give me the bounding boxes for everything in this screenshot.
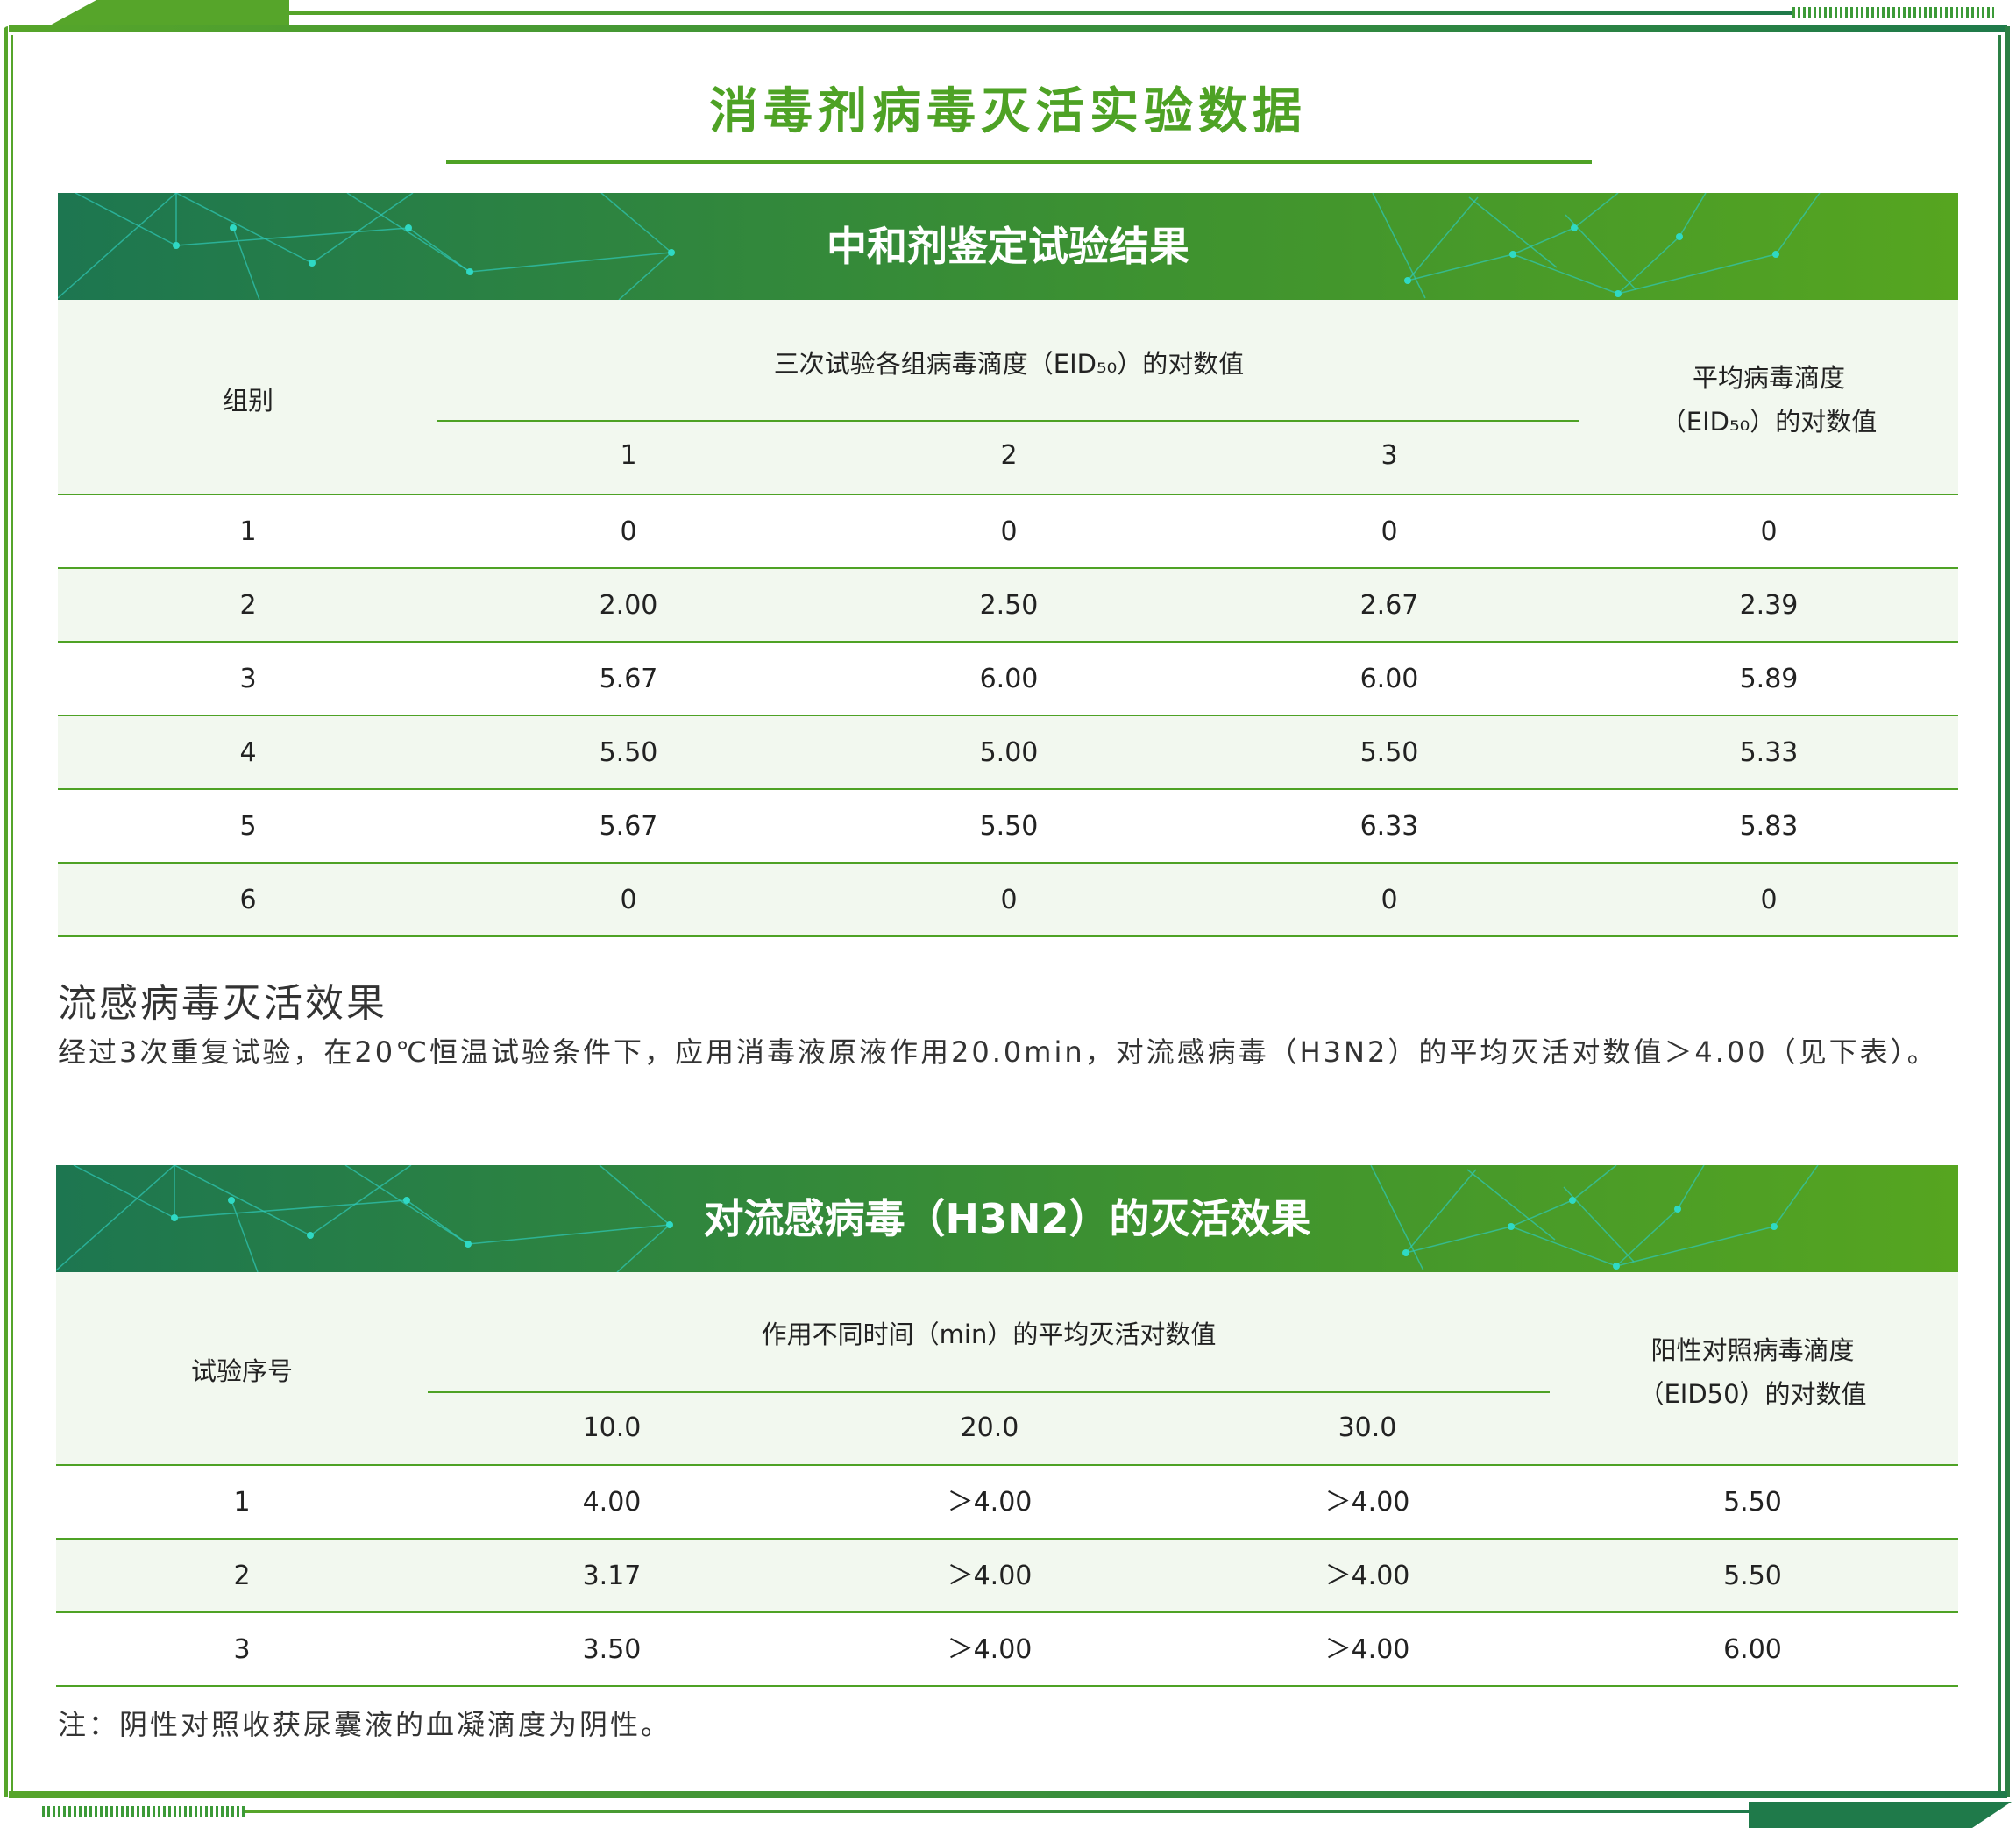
control-header: 阳性对照病毒滴度 (1650, 1335, 1855, 1365)
section-paragraph: 经过3次重复试验，在20℃恒温试验条件下，应用消毒液原液作用20.0min，对流… (58, 1035, 1938, 1069)
table-cell: ＞4.00 (947, 1561, 1033, 1591)
table-row: 1 4.00 ＞4.00 ＞4.00 5.50 (56, 1466, 1958, 1540)
table-cell: 6 (239, 885, 257, 915)
table-cell: 0 (1381, 885, 1398, 915)
frame-line (289, 11, 1792, 15)
table1-title: 中和剂鉴定试验结果 (827, 223, 1189, 270)
table-cell: 5.67 (599, 664, 658, 694)
frame-tab (48, 0, 289, 26)
time-header: 作用不同时间（min）的平均灭活对数值 (761, 1319, 1217, 1349)
divider (437, 420, 1579, 422)
table-cell: 5.67 (599, 811, 658, 842)
table-cell: 2.67 (1359, 590, 1419, 621)
group-header: 组别 (222, 386, 273, 416)
table-cell: 5.50 (979, 811, 1039, 842)
table-row: 4 5.50 5.00 5.50 5.33 (58, 716, 1958, 790)
title-underline (446, 160, 1592, 164)
table-cell: 1 (239, 516, 257, 547)
table-cell: 6.00 (1359, 664, 1419, 694)
table-cell: ＞4.00 (1324, 1487, 1410, 1518)
table-cell: 5.50 (599, 737, 658, 768)
table-cell: 4.00 (582, 1487, 642, 1518)
table-cell: 5 (239, 811, 257, 842)
avg-header: （EID₅₀）的对数值 (1660, 407, 1878, 437)
table-cell: 6.00 (1723, 1634, 1782, 1665)
frame-line (1998, 35, 2001, 1793)
table-cell: 2.00 (599, 590, 658, 621)
table-cell: 2.50 (979, 590, 1039, 621)
frame-tab (1749, 1802, 2012, 1828)
table-cell: 5.50 (1723, 1487, 1782, 1518)
network-pattern (58, 193, 1821, 300)
table-row: 2 3.17 ＞4.00 ＞4.00 5.50 (56, 1540, 1958, 1613)
table-cell: ＞4.00 (1324, 1634, 1410, 1665)
trial-col: 1 (620, 440, 637, 471)
time-col: 20.0 (960, 1412, 1019, 1443)
frame-hatch (1792, 7, 1994, 18)
table-cell: 4 (239, 737, 257, 768)
table-cell: 2 (239, 590, 257, 621)
footnote: 注：阴性对照收获尿囊液的血凝滴度为阴性。 (58, 1708, 672, 1741)
table1: 组别 三次试验各组病毒滴度（EID₅₀）的对数值 1 2 3 平均病毒滴度 （E… (58, 300, 1958, 937)
page-title: 消毒剂病毒灭活实验数据 (709, 83, 1307, 140)
table-cell: 0 (1760, 885, 1778, 915)
table-cell: 2 (233, 1561, 251, 1591)
table-cell: 5.83 (1739, 811, 1799, 842)
avg-header: 平均病毒滴度 (1692, 363, 1845, 393)
table-cell: 5.50 (1723, 1561, 1782, 1591)
table-row: 5 5.67 5.50 6.33 5.83 (58, 790, 1958, 864)
frame-line (2005, 26, 2010, 1797)
table-cell: 5.33 (1739, 737, 1799, 768)
network-pattern (56, 1165, 1819, 1272)
trial-col: 2 (1000, 440, 1018, 471)
frame-line (9, 1791, 2007, 1798)
table1-header: 组别 三次试验各组病毒滴度（EID₅₀）的对数值 1 2 3 平均病毒滴度 （E… (58, 300, 1958, 495)
table-row: 6 0 0 0 0 (58, 864, 1958, 937)
table-cell: 5.50 (1359, 737, 1419, 768)
table-cell: 0 (620, 885, 637, 915)
time-col: 30.0 (1338, 1412, 1397, 1443)
frame-line (9, 25, 2007, 32)
table-cell: ＞4.00 (1324, 1561, 1410, 1591)
table-cell: 0 (1000, 516, 1018, 547)
frame-line (245, 1810, 1753, 1813)
table-cell: 3 (233, 1634, 251, 1665)
table-cell: 0 (1000, 885, 1018, 915)
table-row: 3 3.50 ＞4.00 ＞4.00 6.00 (56, 1613, 1958, 1687)
table-cell: 2.39 (1739, 590, 1799, 621)
table1-banner: 中和剂鉴定试验结果 (58, 193, 1958, 300)
frame-line (4, 26, 8, 1797)
table-cell: 3 (239, 664, 257, 694)
table-cell: 3.50 (582, 1634, 642, 1665)
table2: 试验序号 作用不同时间（min）的平均灭活对数值 10.0 20.0 30.0 … (56, 1272, 1958, 1687)
table-cell: 1 (233, 1487, 251, 1518)
section-heading: 流感病毒灭活效果 (58, 981, 387, 1026)
frame-line (11, 35, 13, 1793)
table-cell: 3.17 (582, 1561, 642, 1591)
table2-title: 对流感病毒（H3N2）的灭活效果 (703, 1195, 1311, 1242)
table-cell: 5.00 (979, 737, 1039, 768)
table-cell: ＞4.00 (947, 1634, 1033, 1665)
frame-hatch (42, 1806, 245, 1817)
table-row: 2 2.00 2.50 2.67 2.39 (58, 569, 1958, 643)
titer-header: 三次试验各组病毒滴度（EID₅₀）的对数值 (773, 349, 1245, 379)
table-cell: 6.00 (979, 664, 1039, 694)
trial-header: 试验序号 (190, 1356, 293, 1386)
table-cell: 0 (1760, 516, 1778, 547)
control-header: （EID50）的对数值 (1638, 1379, 1867, 1409)
table-cell: ＞4.00 (947, 1487, 1033, 1518)
table-cell: 0 (1381, 516, 1398, 547)
table-row: 3 5.67 6.00 6.00 5.89 (58, 643, 1958, 716)
table-row: 1 0 0 0 0 (58, 495, 1958, 569)
table-cell: 5.89 (1739, 664, 1799, 694)
time-col: 10.0 (582, 1412, 642, 1443)
divider (428, 1391, 1550, 1393)
table-cell: 0 (620, 516, 637, 547)
table-cell: 6.33 (1359, 811, 1419, 842)
table2-banner: 对流感病毒（H3N2）的灭活效果 (56, 1165, 1958, 1272)
table2-header: 试验序号 作用不同时间（min）的平均灭活对数值 10.0 20.0 30.0 … (56, 1272, 1958, 1466)
trial-col: 3 (1381, 440, 1398, 471)
